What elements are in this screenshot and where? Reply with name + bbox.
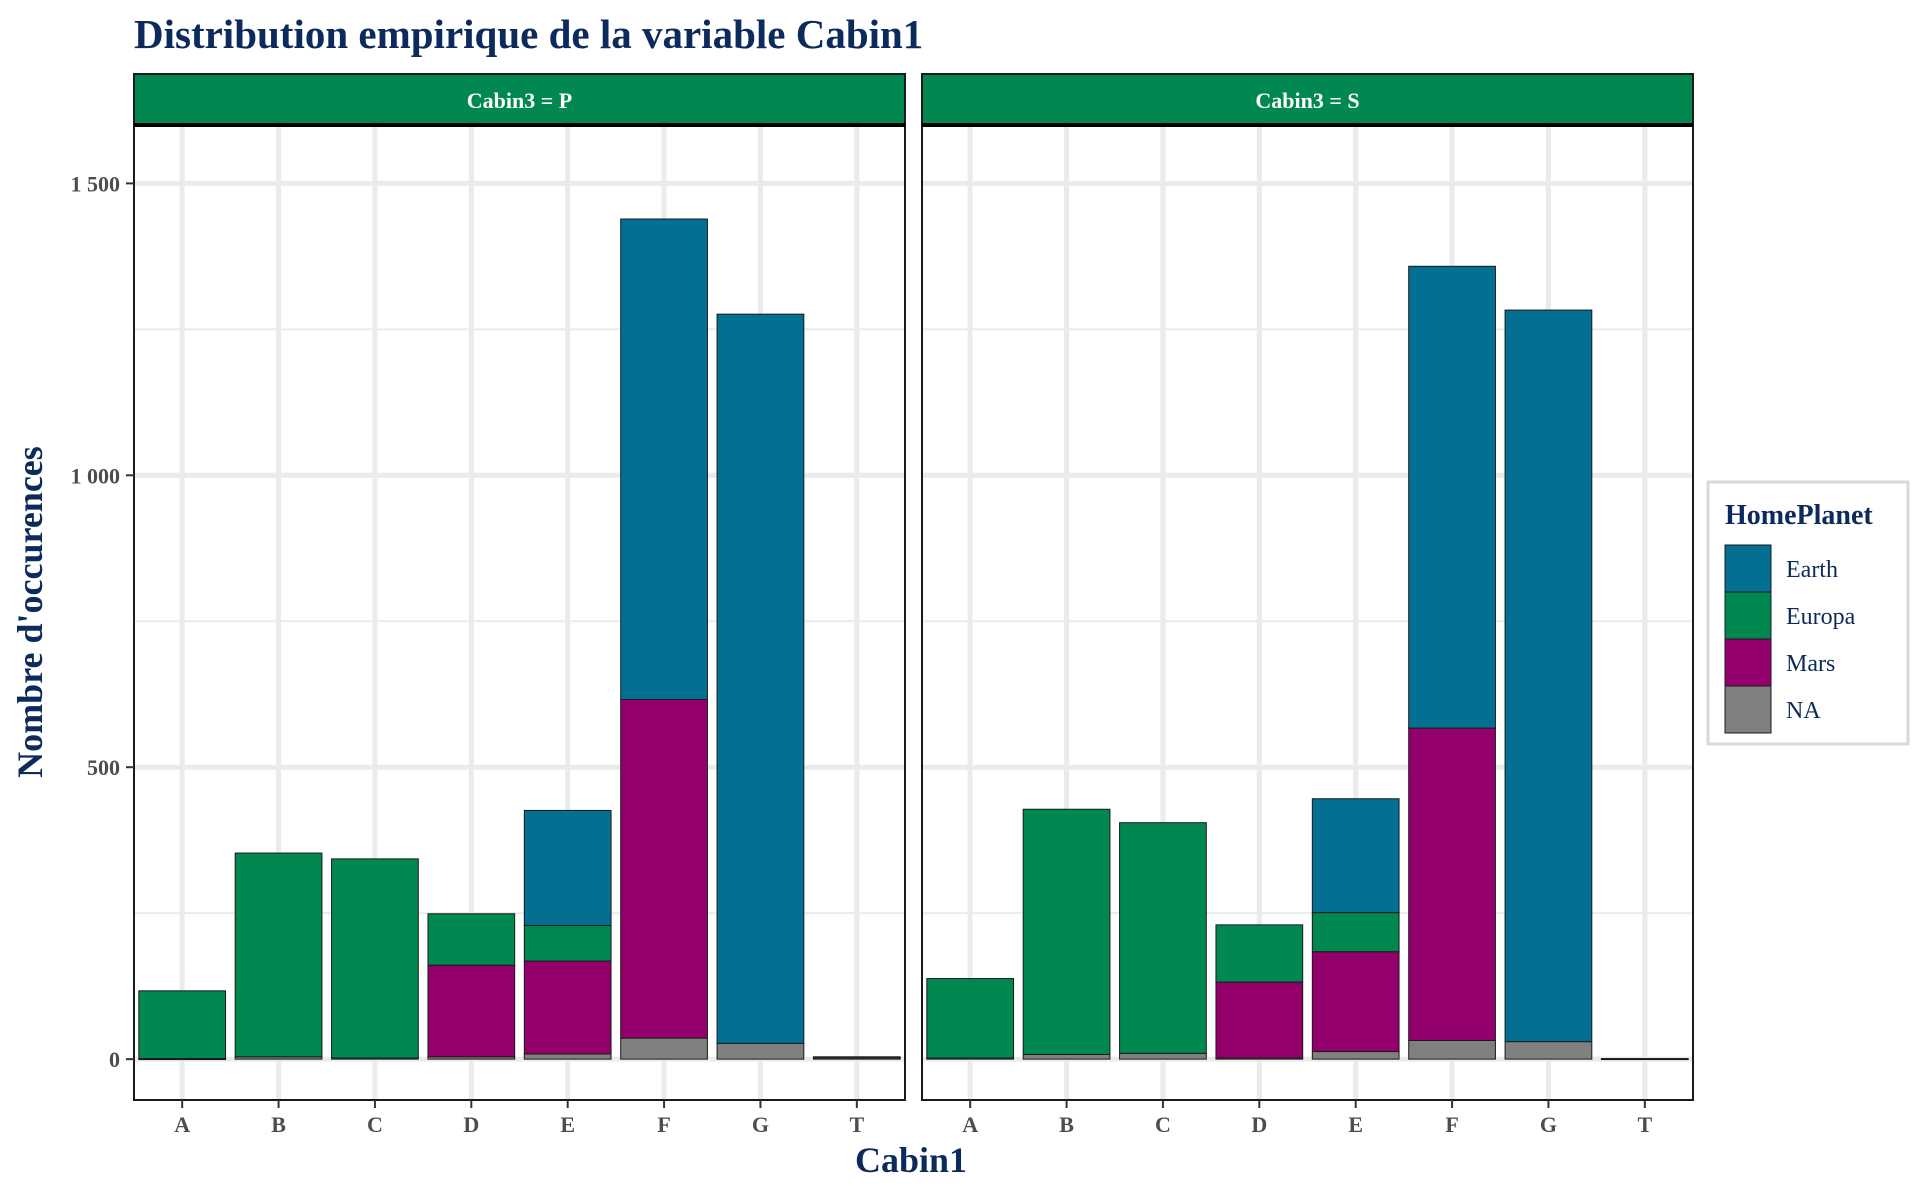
bar-E-earth — [1311, 798, 1400, 914]
legend-items: Earth Europa Mars NA — [1724, 544, 1856, 734]
legend-title: HomePlanet — [1725, 500, 1873, 531]
y-axis-title: Nombre d'occurences — [10, 446, 50, 778]
bar-E-mars — [1311, 951, 1400, 1053]
legend-key-mars — [1724, 638, 1772, 687]
bar-E-earth — [523, 809, 612, 926]
facet-strip — [921, 73, 1694, 126]
x-tick-label: B — [271, 1112, 286, 1137]
bar-G-na — [716, 1042, 805, 1060]
bar-D-europa — [427, 913, 516, 966]
bar-E-europa — [523, 924, 612, 962]
x-tick-label: E — [560, 1112, 575, 1137]
bar-E-mars — [523, 960, 612, 1055]
bar-D-europa — [1215, 924, 1304, 983]
bar-F-na — [620, 1037, 708, 1060]
bar-F-na — [1408, 1039, 1496, 1060]
y-tick-label: 1 500 — [71, 171, 121, 196]
bar-E-na — [1311, 1051, 1400, 1060]
x-tick-label: G — [752, 1112, 769, 1137]
legend: HomePlanet Earth Europa Mars NA — [1706, 480, 1910, 746]
y-axis: 0 500 1 000 1 500 — [71, 171, 134, 1072]
x-tick-label: D — [463, 1112, 479, 1137]
legend-label-europa: Europa — [1786, 604, 1856, 630]
bar-C-europa — [1119, 822, 1207, 1054]
legend-key-earth — [1724, 544, 1772, 593]
bar-B-europa — [234, 852, 323, 1058]
bar-C-europa — [331, 858, 419, 1059]
x-tick-label: C — [367, 1112, 383, 1137]
facet-panels: Cabin3 = P A B C D E F G T Cabin3 = S A B C D E F G T — [133, 73, 1694, 1137]
facet-panel-1: Cabin3 = P A B C D E F G T — [133, 73, 906, 1137]
x-tick-label: C — [1155, 1112, 1171, 1137]
bar-G-earth — [1504, 309, 1593, 1043]
y-tick-label: 1 000 — [71, 463, 121, 488]
x-tick-label: G — [1540, 1112, 1557, 1137]
chart-title: Distribution empirique de la variable Ca… — [134, 11, 923, 57]
legend-label-mars: Mars — [1786, 651, 1835, 677]
bar-T-europa — [812, 1056, 901, 1059]
x-tick-label: T — [849, 1112, 864, 1137]
bar-F-earth — [1408, 265, 1496, 729]
bar-D-mars — [1215, 981, 1304, 1059]
x-tick-label: A — [962, 1112, 978, 1137]
x-tick-label: D — [1251, 1112, 1267, 1137]
bar-F-earth — [620, 218, 708, 700]
bar-G-earth — [716, 313, 805, 1044]
facet-panel-2: Cabin3 = S A B C D E F G T — [921, 73, 1694, 1137]
bar-G-na — [1504, 1041, 1593, 1060]
x-tick-label: F — [657, 1112, 670, 1137]
bar-A-europa — [138, 990, 227, 1060]
x-tick-label: T — [1637, 1112, 1652, 1137]
y-tick-label: 500 — [87, 755, 120, 780]
bar-E-na — [523, 1053, 612, 1060]
legend-key-na — [1724, 685, 1772, 734]
x-tick-label: F — [1445, 1112, 1458, 1137]
bar-C-na — [1119, 1052, 1207, 1060]
bar-F-mars — [1408, 727, 1496, 1041]
legend-label-earth: Earth — [1786, 557, 1838, 583]
facet-strip-label: Cabin3 = S — [1255, 88, 1359, 113]
legend-label-na: NA — [1786, 698, 1821, 724]
bar-T-na — [1600, 1058, 1689, 1061]
bar-F-mars — [620, 698, 708, 1039]
bar-B-na — [1022, 1053, 1111, 1060]
x-axis-title: Cabin1 — [855, 1140, 967, 1180]
y-tick-label: 0 — [109, 1047, 120, 1072]
bar-A-europa — [926, 978, 1015, 1059]
facet-strip-label: Cabin3 = P — [467, 88, 572, 113]
bar-D-mars — [427, 964, 516, 1058]
legend-key-europa — [1724, 591, 1772, 640]
bar-E-europa — [1311, 912, 1400, 953]
x-tick-label: E — [1348, 1112, 1363, 1137]
x-tick-label: B — [1059, 1112, 1074, 1137]
x-tick-label: A — [174, 1112, 190, 1137]
bar-B-europa — [1022, 808, 1111, 1055]
